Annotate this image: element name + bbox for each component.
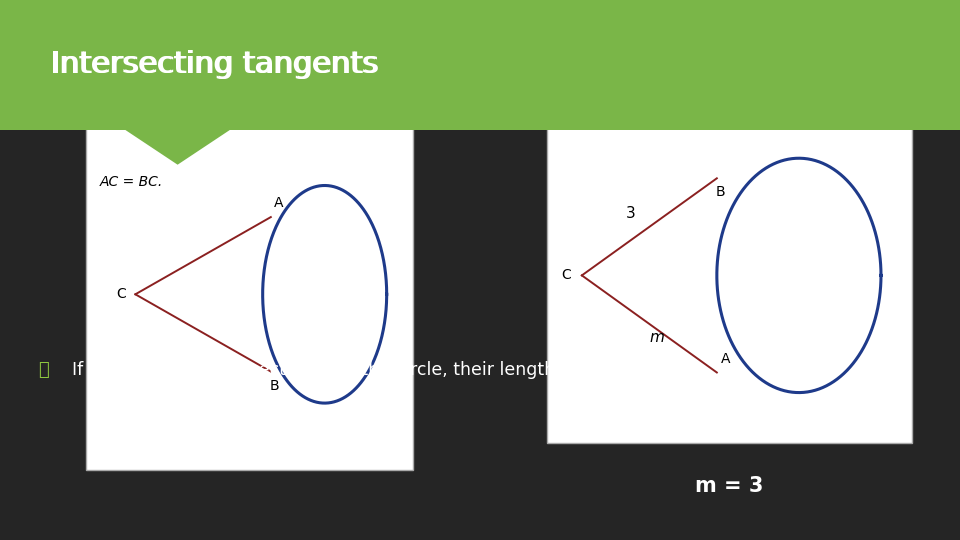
Text: If two tangents intersect outside the circle, their lengths will be equal:: If two tangents intersect outside the ci…	[72, 361, 685, 379]
Polygon shape	[125, 130, 230, 165]
Text: C: C	[116, 287, 126, 301]
Text: A: A	[275, 196, 283, 210]
Text: A: A	[720, 352, 730, 366]
Bar	[86, 119, 413, 470]
Text: m: m	[649, 330, 664, 345]
Text: 3: 3	[626, 206, 636, 221]
Text: 🏷: 🏷	[38, 361, 49, 379]
Text: AC = BC.: AC = BC.	[100, 175, 162, 189]
Bar	[547, 108, 912, 443]
Bar	[0, 0, 960, 130]
Text: m = 3: m = 3	[695, 476, 764, 496]
Text: B: B	[715, 185, 726, 199]
Text: Intersecting tangents: Intersecting tangents	[50, 50, 377, 79]
Text: C: C	[562, 268, 571, 282]
Text: B: B	[269, 379, 279, 393]
Text: Intersecting tangents: Intersecting tangents	[52, 50, 379, 79]
